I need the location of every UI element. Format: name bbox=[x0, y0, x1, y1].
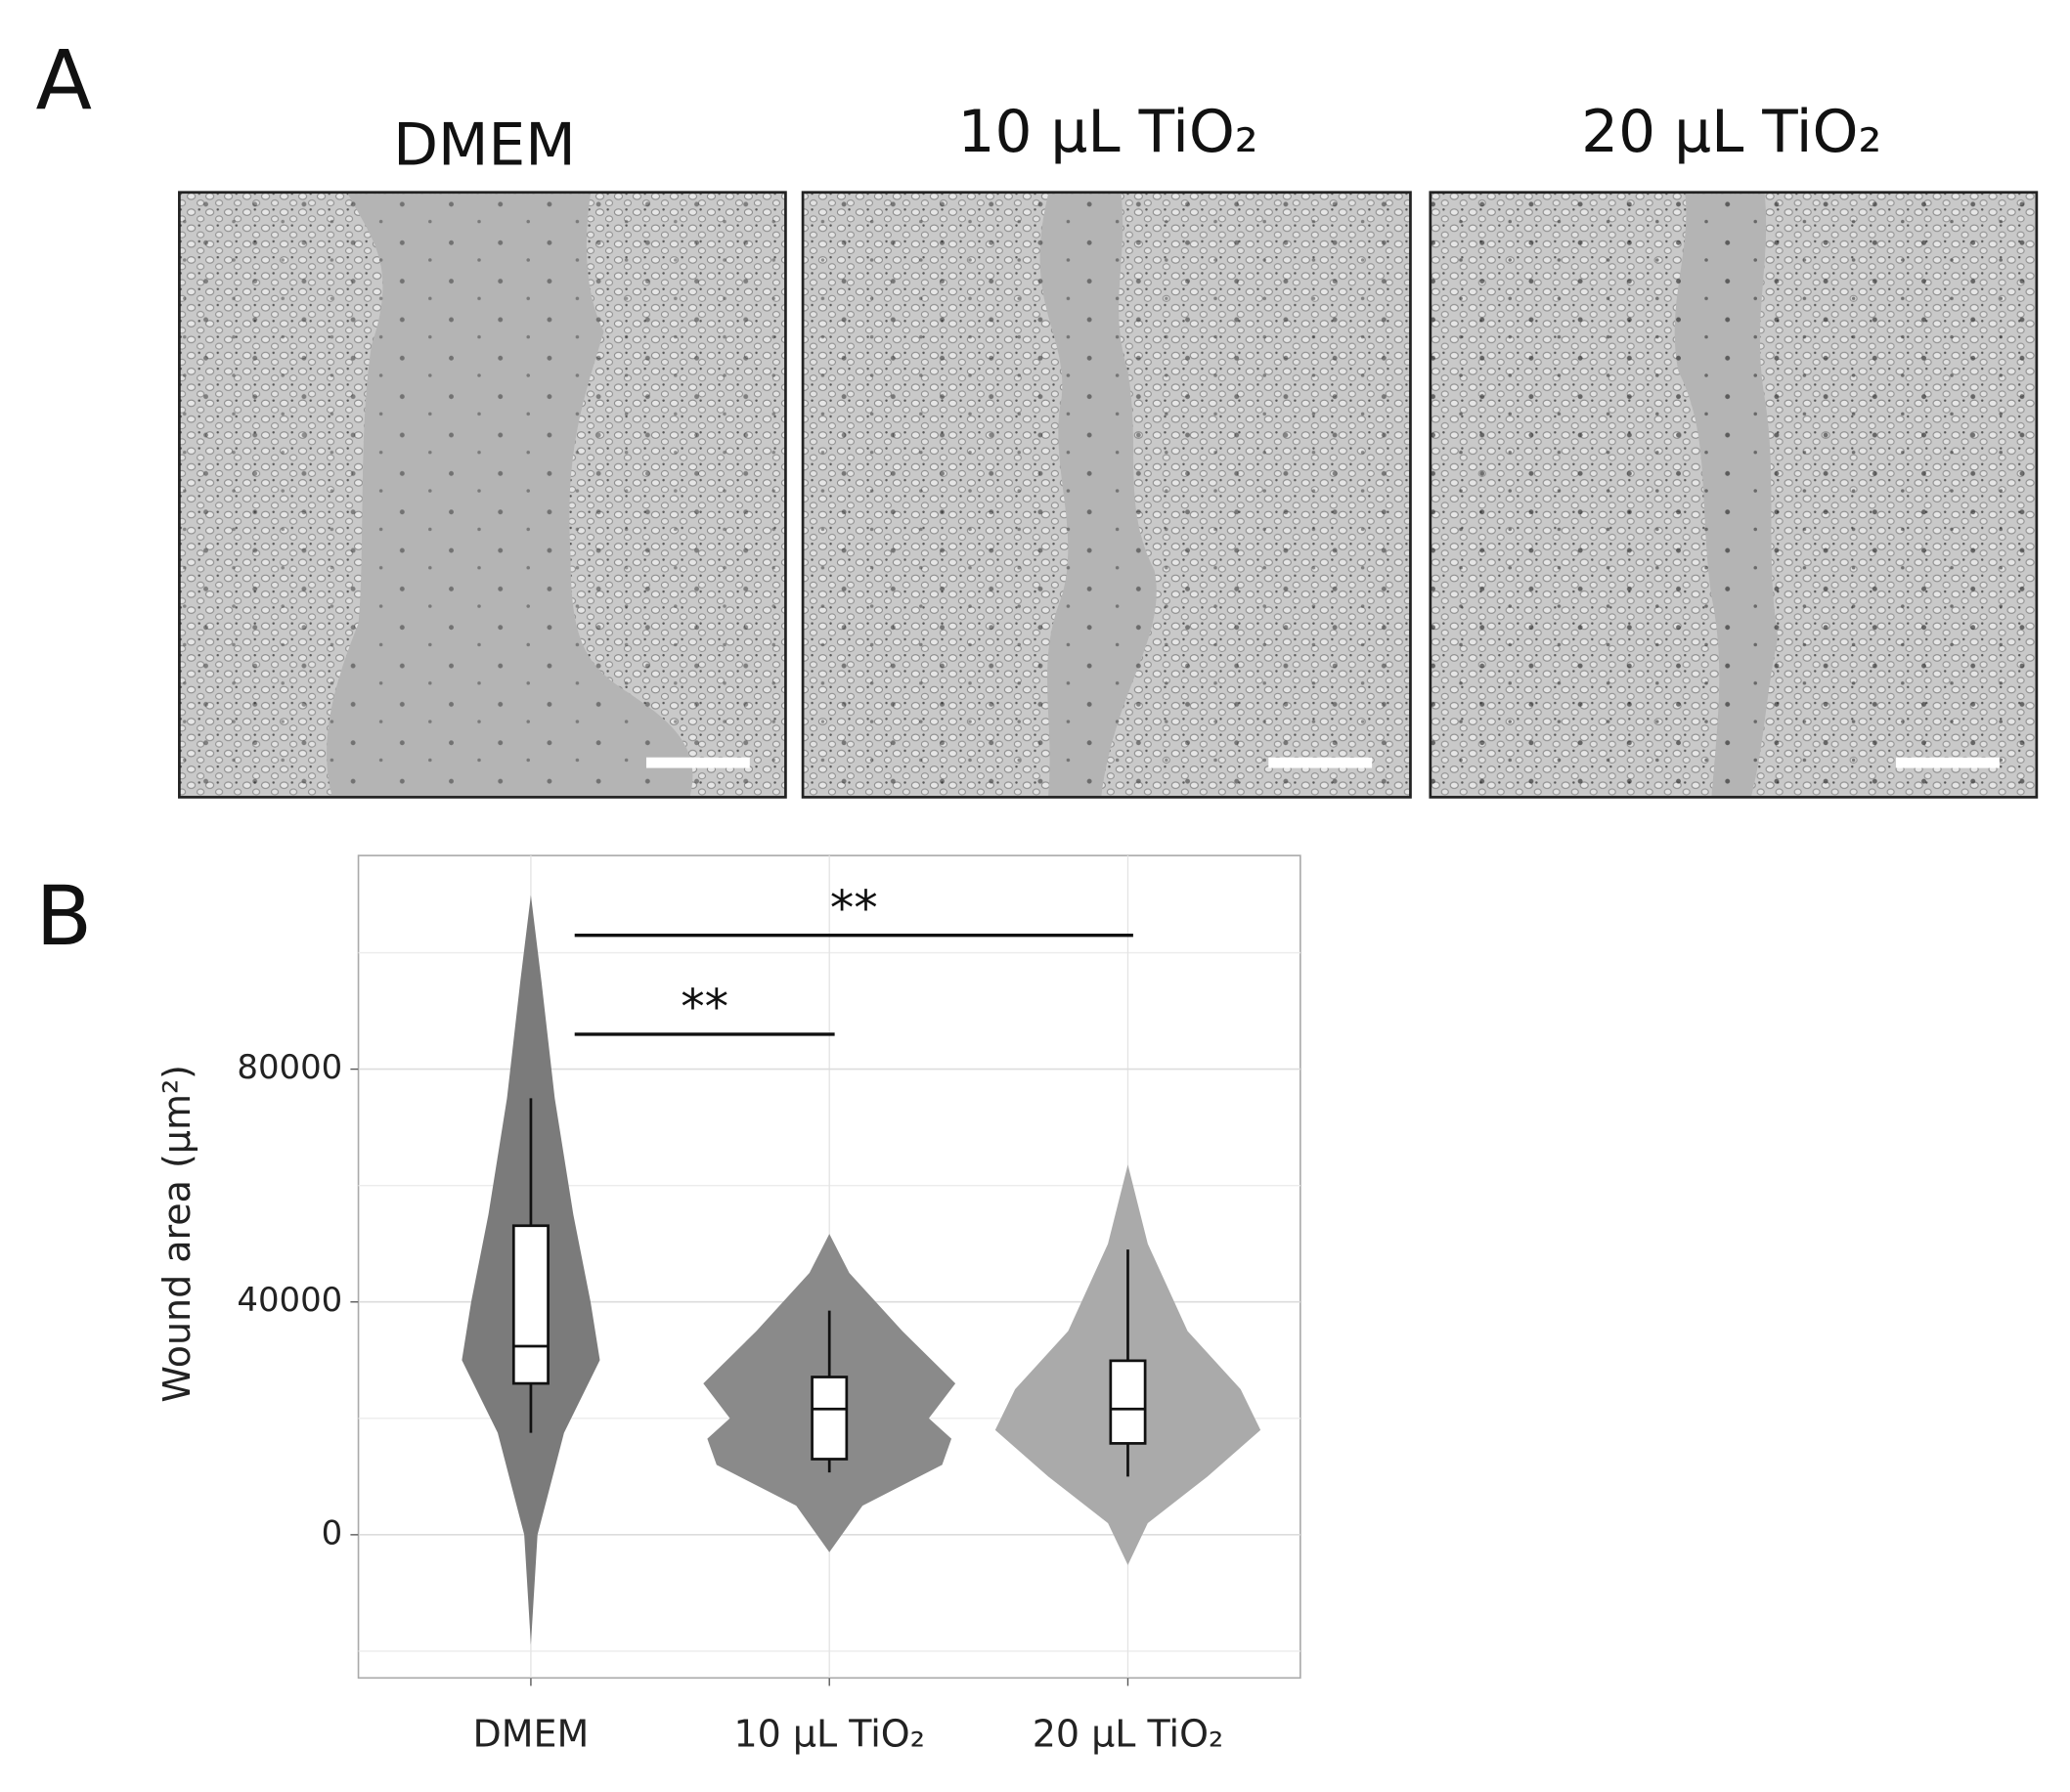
box bbox=[511, 1224, 550, 1385]
significance-label: ** bbox=[830, 880, 878, 936]
y-tick-label: 80000 bbox=[237, 1048, 342, 1086]
significance-label: ** bbox=[681, 979, 728, 1034]
panel-label: B bbox=[35, 868, 92, 964]
panel-label: A bbox=[36, 32, 93, 128]
box bbox=[811, 1376, 849, 1461]
image-title: DMEM bbox=[393, 112, 576, 180]
x-tick-label: 10 µL TiO₂ bbox=[733, 1713, 924, 1756]
micrograph bbox=[801, 191, 1412, 799]
x-tick-label: 20 µL TiO₂ bbox=[1033, 1713, 1223, 1756]
x-tick-label: DMEM bbox=[473, 1713, 590, 1756]
box bbox=[1109, 1359, 1147, 1445]
micrograph bbox=[1429, 191, 2039, 799]
micrograph bbox=[178, 191, 787, 799]
image-title: 10 µL TiO₂ bbox=[957, 99, 1257, 166]
y-axis-title: Wound area (µm²) bbox=[155, 1065, 198, 1403]
y-tick-label: 40000 bbox=[237, 1281, 342, 1319]
y-tick-label: 0 bbox=[322, 1513, 343, 1552]
image-title: 20 µL TiO₂ bbox=[1581, 99, 1881, 166]
